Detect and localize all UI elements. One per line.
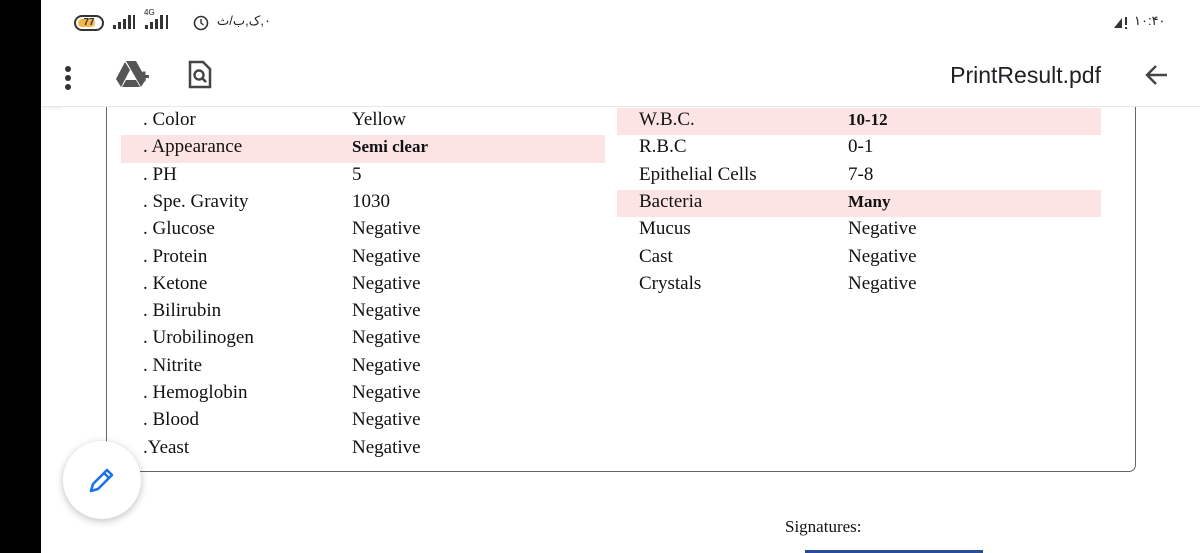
battery-fill	[78, 19, 95, 27]
right-test-value: Negative	[848, 218, 917, 240]
battery-icon: 77	[74, 15, 104, 31]
right-test-value: 0-1	[848, 136, 874, 158]
left-test-label: . Protein	[143, 245, 208, 267]
left-test-value: Negative	[352, 300, 421, 322]
edit-fab-button[interactable]	[63, 441, 141, 519]
left-test-value: Semi clear	[352, 137, 428, 157]
right-test-label: Mucus	[639, 218, 691, 240]
left-test-value: Negative	[352, 382, 421, 403]
left-test-value: Negative	[352, 245, 421, 267]
pdf-page: . Color Yellow . Appearance Semi clear . PH 5…	[63, 107, 1200, 553]
signal-icon	[113, 15, 135, 29]
left-test-value: Negative	[352, 436, 421, 458]
drive-add-icon[interactable]	[116, 59, 150, 89]
right-test-value: 10-12	[848, 110, 888, 129]
left-test-value: Negative	[352, 272, 421, 294]
network-type: 4G	[144, 8, 155, 17]
left-test-value: Negative	[352, 409, 421, 431]
status-bar: 77 4G ۰,ک,ب/ث ۱۰:۴۰	[41, 0, 1200, 46]
wifi-alert-icon	[1114, 17, 1127, 29]
left-test-label: . PH	[143, 163, 177, 185]
left-test-label: . Appearance	[143, 136, 243, 158]
search-document-icon[interactable]	[187, 60, 213, 90]
right-row-highlight	[617, 189, 1101, 218]
right-test-value: Negative	[848, 245, 917, 267]
right-test-label: Bacteria	[639, 190, 703, 212]
signal-4g-icon	[145, 15, 168, 29]
left-test-label: . Nitrite	[143, 354, 203, 376]
right-test-label: R.B.C	[639, 136, 687, 158]
back-arrow-icon[interactable]	[1143, 61, 1171, 89]
left-test-label: . Color	[143, 109, 196, 130]
left-test-value: Negative	[352, 327, 421, 349]
left-test-value: Negative	[352, 354, 421, 376]
left-test-value: 5	[352, 163, 362, 185]
left-black-strip	[0, 0, 41, 553]
right-test-value: 7-8	[848, 163, 874, 185]
left-test-label: . Blood	[143, 409, 199, 431]
signature-line	[805, 550, 983, 553]
left-test-label: . Bilirubin	[143, 300, 222, 322]
signatures-label: Signatures:	[785, 517, 862, 536]
edit-pencil-icon	[89, 468, 114, 493]
left-test-value: Negative	[352, 218, 421, 240]
right-test-label: Crystals	[639, 272, 702, 294]
left-test-label: .Yeast	[143, 436, 190, 458]
right-test-value: Many	[848, 191, 891, 211]
left-test-value: Yellow	[352, 109, 407, 130]
left-test-label: . Spe. Gravity	[143, 190, 249, 212]
right-test-label: Epithelial Cells	[639, 163, 757, 185]
left-row-highlight	[121, 135, 605, 163]
pdf-viewer-app: 77 4G ۰,ک,ب/ث ۱۰:۴۰	[41, 0, 1200, 553]
left-test-label: . Ketone	[143, 272, 208, 294]
left-test-label: . Hemoglobin	[143, 382, 248, 403]
battery-level: 77	[83, 17, 95, 28]
results-box	[106, 107, 1136, 472]
app-header: PrintResult.pdf	[41, 46, 1200, 107]
right-test-label: Cast	[639, 245, 673, 267]
right-test-value: Negative	[848, 272, 917, 294]
alarm-icon	[193, 15, 209, 31]
left-test-label: . Urobilinogen	[143, 327, 254, 349]
status-left-text: ۰,ک,ب/ث	[217, 13, 271, 28]
status-time: ۱۰:۴۰	[1134, 13, 1166, 28]
left-test-label: . Glucose	[143, 218, 215, 240]
right-row-highlight	[617, 108, 1101, 136]
right-test-label: W.B.C.	[639, 109, 695, 130]
document-title: PrintResult.pdf	[950, 62, 1101, 88]
left-test-value: 1030	[352, 190, 390, 212]
more-vert-icon[interactable]	[64, 66, 72, 92]
